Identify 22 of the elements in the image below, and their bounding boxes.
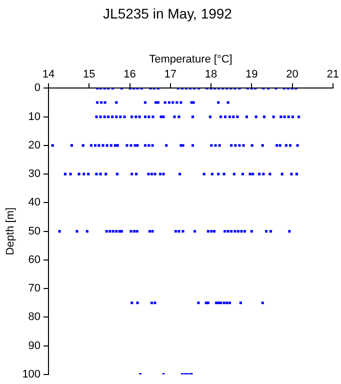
x-tick-label: 15: [83, 68, 96, 81]
x-tick-label: 14: [42, 68, 55, 81]
y-tick-label: 40: [28, 196, 41, 209]
x-tick-label: 21: [326, 68, 340, 81]
x-tick-label: 20: [286, 68, 298, 81]
y-tick-label: 90: [28, 340, 41, 352]
x-tick-label: 16: [124, 68, 136, 81]
x-tick-label: 18: [204, 68, 218, 81]
y-tick-label: 50: [28, 225, 41, 238]
y-tick-label: 80: [28, 311, 41, 324]
y-tick-label: 70: [28, 282, 41, 295]
y-tick-label: 60: [28, 254, 41, 266]
y-tick-label: 30: [28, 168, 41, 180]
y-tick-label: 20: [28, 139, 41, 152]
y-axis-title: Depth [m]: [4, 207, 17, 256]
chart-title: JL5235 in May, 1992: [103, 5, 232, 22]
x-axis-title: Temperature [°C]: [149, 53, 232, 66]
y-tick-label: 10: [28, 110, 41, 123]
x-tick-label: 19: [246, 68, 258, 81]
y-tick-label: 100: [22, 368, 41, 380]
y-tick-label: 0: [34, 82, 41, 94]
x-tick-label: 17: [164, 68, 177, 81]
